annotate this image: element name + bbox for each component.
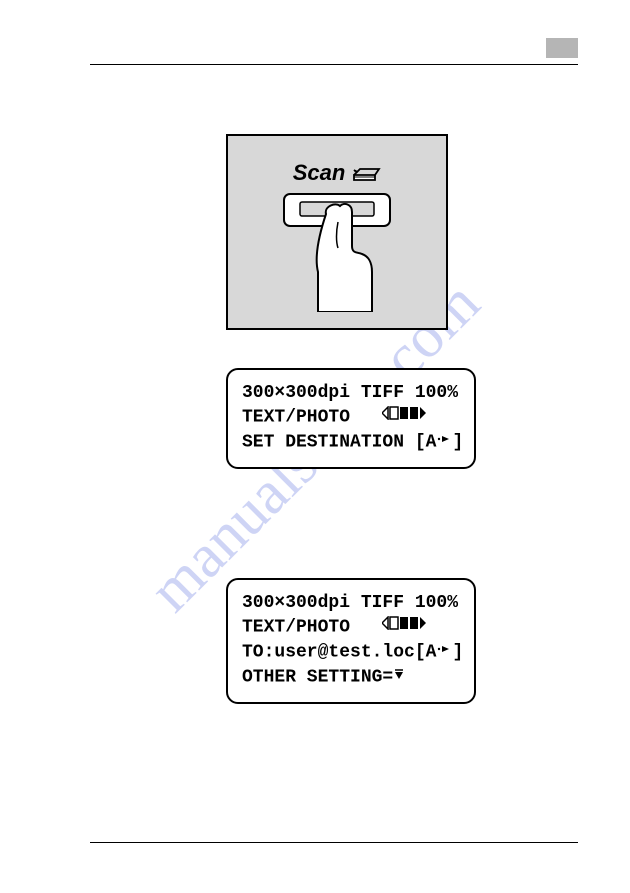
top-rule <box>90 64 578 65</box>
lcd2-line3-close: ] <box>452 643 463 663</box>
lcd1-line1: 300×300dpi TIFF 100% <box>242 382 460 405</box>
header-page-tab <box>546 38 578 58</box>
density-indicator-icon <box>382 405 428 428</box>
scanner-icon <box>351 166 381 186</box>
scan-label: Scan <box>293 160 346 186</box>
lcd1-line3-text: SET DESTINATION [A <box>242 433 436 453</box>
lcd2-line1: 300×300dpi TIFF 100% <box>242 592 460 615</box>
down-arrow-icon <box>393 665 405 688</box>
lcd2-line4-text: OTHER SETTING= <box>242 668 393 688</box>
nav-left-right-icon <box>436 640 452 663</box>
lcd-screen-1: 300×300dpi TIFF 100% TEXT/PHOTO SET DEST… <box>226 368 476 469</box>
lcd2-line3-text: TO:user@test.loc[A <box>242 643 436 663</box>
bottom-rule <box>90 842 578 843</box>
lcd-screen-2: 300×300dpi TIFF 100% TEXT/PHOTO TO:user@… <box>226 578 476 704</box>
lcd1-line2-text: TEXT/PHOTO <box>242 408 350 428</box>
nav-left-right-icon <box>436 430 452 453</box>
scan-button-illustration: Scan <box>226 134 448 330</box>
lcd2-line2-text: TEXT/PHOTO <box>242 618 350 638</box>
finger-press-illustration <box>278 192 396 302</box>
density-indicator-icon <box>382 615 428 638</box>
lcd1-line3-close: ] <box>452 433 463 453</box>
